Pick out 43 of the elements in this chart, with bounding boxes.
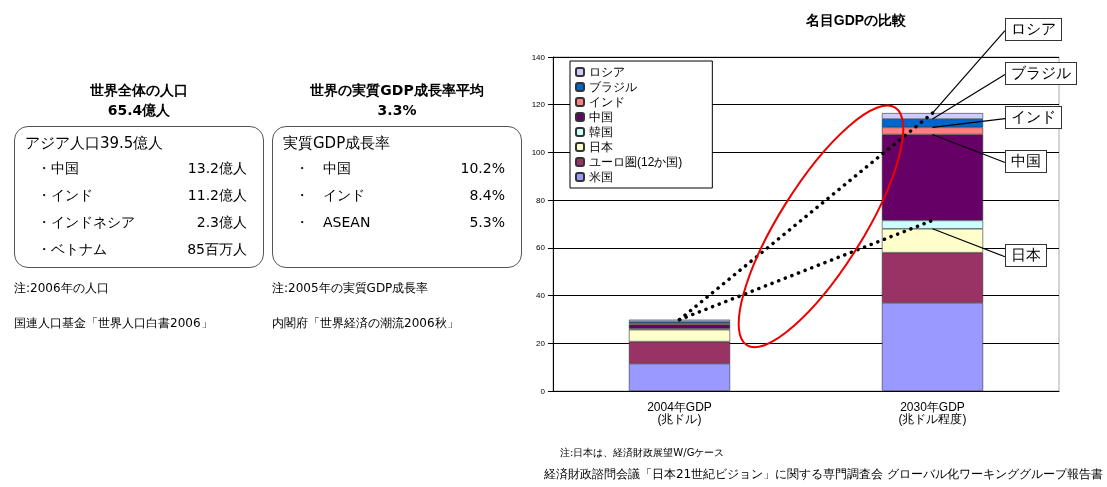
x-tick-label: 2004年GDP (兆ドル) — [647, 400, 712, 426]
text: 注:2006年の人口 — [14, 280, 110, 297]
text: 実質GDP成長率 — [283, 134, 391, 152]
text: 国連人口基金「世界人口白書2006」 — [14, 315, 214, 332]
legend-label: ブラジル — [589, 80, 637, 94]
text: 注:日本は、経済財政展望W/Gケース — [560, 446, 725, 460]
legend-label: インド — [589, 95, 625, 109]
text: ・インドネシア 2.3億人 — [37, 214, 247, 230]
text: ・ ASEAN 5.3% — [295, 214, 505, 230]
x-tick-label: 2030年GDP (兆ドル程度) — [898, 400, 967, 426]
y-tick-label: 140 — [531, 52, 546, 62]
legend-label: 日本 — [589, 140, 613, 154]
text: 注:2005年の実質GDP成長率 — [272, 280, 430, 297]
annotation: 日本 — [1005, 243, 1047, 267]
annotation: ロシア — [1005, 17, 1062, 41]
text: ・ベトナム 85百万人 — [37, 241, 247, 257]
legend-label: 米国 — [589, 170, 613, 184]
y-tick-label: 120 — [531, 100, 546, 110]
text: 経済財政諮問会議「日本21世紀ビジョン」に関する専門調査会 グローバル化ワーキンググループ報告書 — [543, 466, 1103, 483]
chart-title: 名目GDPの比較 — [804, 12, 908, 28]
y-tick-label: 40 — [536, 291, 546, 301]
y-tick-label: 100 — [531, 147, 546, 157]
text: ・インド 11.2億人 — [37, 187, 247, 203]
legend-label: 中国 — [589, 110, 613, 124]
annotation: ブラジル — [1005, 61, 1077, 85]
annotation: 中国 — [1005, 149, 1047, 173]
text: 世界の実質GDP成長率平均 — [309, 81, 485, 100]
text: 内閣府「世界経済の潮流2006秋」 — [272, 315, 460, 332]
y-tick-label: 80 — [536, 195, 546, 205]
y-tick-label: 20 — [536, 338, 546, 348]
text: アジア人口39.5億人 — [25, 134, 164, 152]
text: ・ インド 8.4% — [295, 187, 505, 203]
text: 65.4億人 — [106, 101, 172, 120]
text: 世界全体の人口 — [89, 81, 189, 100]
legend-label: ロシア — [589, 65, 625, 79]
annotation: インド — [1005, 105, 1062, 129]
y-tick-label: 0 — [540, 386, 546, 396]
text: ・中国 13.2億人 — [37, 160, 247, 176]
legend-label: 韓国 — [589, 125, 613, 139]
text: 3.3% — [376, 101, 418, 120]
y-tick-label: 60 — [536, 243, 546, 253]
text: ・ 中国 10.2% — [295, 160, 505, 176]
legend-label: ユーロ圏(12か国) — [589, 155, 683, 169]
